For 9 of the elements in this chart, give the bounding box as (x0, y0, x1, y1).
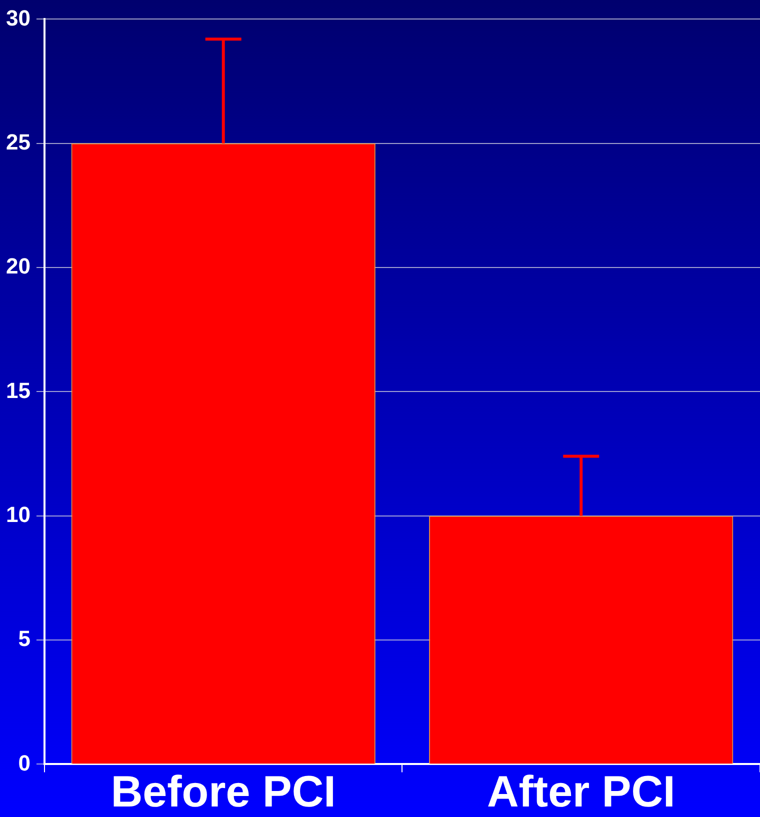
y-tick-label: 25 (6, 129, 30, 154)
y-tick-label: 10 (6, 502, 30, 527)
y-tick-label: 15 (6, 378, 30, 403)
x-tick-label: Before PCI (110, 768, 336, 817)
y-tick-label: 20 (6, 254, 30, 279)
y-tick-label: 5 (18, 626, 30, 652)
x-tick-label: After PCI (486, 768, 676, 817)
y-tick-label: 30 (6, 5, 30, 30)
y-tick-label: 0 (18, 750, 30, 776)
